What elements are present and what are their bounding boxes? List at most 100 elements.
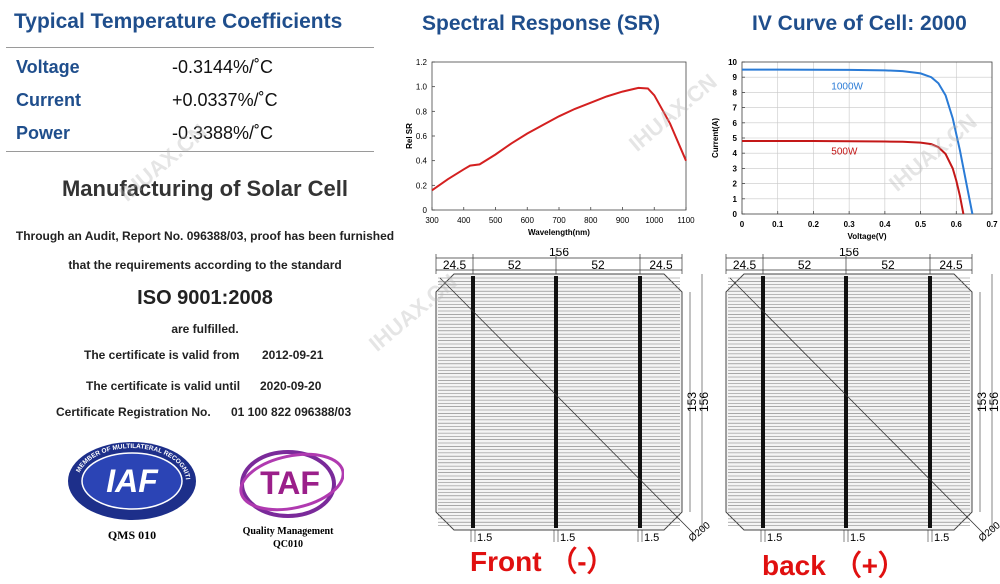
x-tick-label: 400 bbox=[457, 216, 471, 225]
busbar-width-label: 1.5 bbox=[767, 532, 782, 544]
y-tick-label: 2 bbox=[733, 180, 738, 189]
x-tick-label: 1000 bbox=[645, 216, 663, 225]
power-label: Power bbox=[16, 123, 71, 143]
busbar-width-label: 1.5 bbox=[644, 532, 659, 544]
y-axis-label: Current(A) bbox=[711, 118, 720, 158]
y-tick-label: 0.2 bbox=[416, 181, 428, 190]
y-tick-label: 0 bbox=[733, 210, 738, 219]
dimension-segment: 24.5 bbox=[939, 258, 963, 272]
diagonal-line bbox=[439, 277, 695, 535]
spectral-response-chart: 300 400 500 600 700 800 900 1000 1100 0 0.2 0.4 0.6 0… bbox=[405, 58, 695, 237]
taf-caption-2: QC010 bbox=[273, 539, 303, 550]
x-axis-label: Wavelength(nm) bbox=[528, 228, 590, 237]
busbar bbox=[844, 276, 848, 528]
y-tick-label: 0.8 bbox=[416, 107, 428, 116]
x-tick-label: 0.7 bbox=[986, 220, 998, 229]
valid-until-date: 2020-09-20 bbox=[260, 379, 322, 393]
power-value: -0.3388%/˚C bbox=[172, 123, 274, 143]
busbar bbox=[928, 276, 932, 528]
x-tick-label: 0 bbox=[740, 220, 745, 229]
busbar bbox=[638, 276, 642, 528]
x-tick-label: 0.5 bbox=[915, 220, 927, 229]
y-tick-label: 10 bbox=[728, 58, 737, 67]
iaf-caption: QMS 010 bbox=[107, 528, 157, 542]
series-line-0 bbox=[431, 86, 687, 192]
taf-logo-text: TAF bbox=[260, 465, 320, 501]
series-line-500W bbox=[742, 140, 965, 215]
taf-logo: TAF bbox=[239, 450, 344, 518]
iaf-logo-text: IAF bbox=[106, 463, 159, 499]
registration-number: 01 100 822 096388/03 bbox=[231, 405, 352, 419]
dimension-total: 156 bbox=[839, 248, 859, 259]
busbar-width-label: 1.5 bbox=[934, 532, 949, 544]
current-label: Current bbox=[16, 90, 82, 110]
y-axis-label: Rel SR bbox=[405, 123, 414, 149]
x-tick-label: 900 bbox=[616, 216, 630, 225]
y-tick-label: 3 bbox=[733, 164, 738, 173]
iaf-logo: IAF MEMBER OF MULTILATERAL RECOGNITION A… bbox=[66, 440, 196, 520]
current-value: +0.0337%/˚C bbox=[172, 90, 278, 110]
certificate-line1: Through an Audit, Report No. 096388/03, … bbox=[15, 229, 395, 243]
valid-from-label: The certificate is valid from bbox=[84, 348, 240, 362]
y-tick-label: 5 bbox=[733, 134, 738, 143]
busbar bbox=[554, 276, 558, 528]
y-tick-label: 4 bbox=[733, 149, 738, 158]
front-label: Front （-） bbox=[470, 546, 615, 577]
x-tick-label: 600 bbox=[521, 216, 535, 225]
y-tick-label: 0.4 bbox=[416, 157, 428, 166]
taf-caption-1: Quality Management bbox=[242, 526, 334, 537]
certificate-line2: that the requirements according to the s… bbox=[68, 258, 342, 272]
x-tick-label: 0.2 bbox=[808, 220, 820, 229]
dimension-segment: 24.5 bbox=[649, 258, 673, 272]
dimension-segment: 52 bbox=[798, 258, 812, 272]
y-tick-label: 1.2 bbox=[416, 58, 428, 67]
busbar-width-label: 1.5 bbox=[477, 532, 492, 544]
x-tick-label: 800 bbox=[584, 216, 598, 225]
y-tick-label: 8 bbox=[733, 88, 738, 97]
x-tick-label: 700 bbox=[552, 216, 566, 225]
fulfilled-text: are fulfilled. bbox=[171, 322, 239, 336]
dimension-inner-height: 153 bbox=[975, 392, 989, 412]
y-tick-label: 1.0 bbox=[416, 83, 428, 92]
y-tick-label: 6 bbox=[733, 119, 738, 128]
certificate-title: Manufacturing of Solar Cell bbox=[61, 176, 349, 201]
dimension-segment: 24.5 bbox=[733, 258, 757, 272]
busbar-width-label: 1.5 bbox=[850, 532, 865, 544]
series-label: 500W bbox=[831, 147, 858, 158]
divider bbox=[6, 47, 374, 48]
x-tick-label: 0.3 bbox=[844, 220, 856, 229]
dimension-segment: 52 bbox=[508, 258, 522, 272]
iv-chart-title: IV Curve of Cell: 2000 bbox=[752, 12, 967, 35]
x-tick-label: 500 bbox=[489, 216, 503, 225]
dimension-height: 156 bbox=[697, 392, 710, 412]
y-tick-label: 9 bbox=[733, 73, 738, 82]
voltage-label: Voltage bbox=[16, 57, 80, 77]
divider bbox=[6, 151, 374, 152]
iso-standard: ISO 9001:2008 bbox=[137, 287, 273, 309]
valid-from-date: 2012-09-21 bbox=[262, 348, 324, 362]
y-tick-label: 0 bbox=[423, 206, 428, 215]
x-tick-label: 300 bbox=[425, 216, 439, 225]
dimension-height: 156 bbox=[987, 392, 1000, 412]
registration-label: Certificate Registration No. bbox=[56, 405, 211, 419]
back-label: back （+） bbox=[762, 550, 906, 581]
diameter-label: Ø200 bbox=[977, 520, 1000, 544]
valid-until-label: The certificate is valid until bbox=[86, 379, 241, 393]
diameter-label: Ø200 bbox=[687, 520, 710, 544]
busbar bbox=[471, 276, 475, 528]
dimension-segment: 52 bbox=[591, 258, 605, 272]
x-tick-label: 0.1 bbox=[772, 220, 784, 229]
iv-curve-chart: 0 0.1 0.2 0.3 0.4 0.5 0.6 0.7 0 1 2 3 4 5 6 7 8 9 10 Voltag… bbox=[711, 58, 998, 241]
voltage-value: -0.3144%/˚C bbox=[172, 57, 274, 77]
dimension-segment: 52 bbox=[881, 258, 895, 272]
sr-chart-title: Spectral Response (SR) bbox=[422, 12, 661, 35]
busbar bbox=[761, 276, 765, 528]
diagonal-line bbox=[729, 277, 985, 535]
dimension-total: 156 bbox=[549, 248, 569, 259]
x-axis-label: Voltage(V) bbox=[848, 232, 887, 241]
x-tick-label: 0.4 bbox=[879, 220, 891, 229]
series-line-1000W bbox=[742, 68, 974, 215]
x-tick-label: 1100 bbox=[677, 216, 695, 225]
